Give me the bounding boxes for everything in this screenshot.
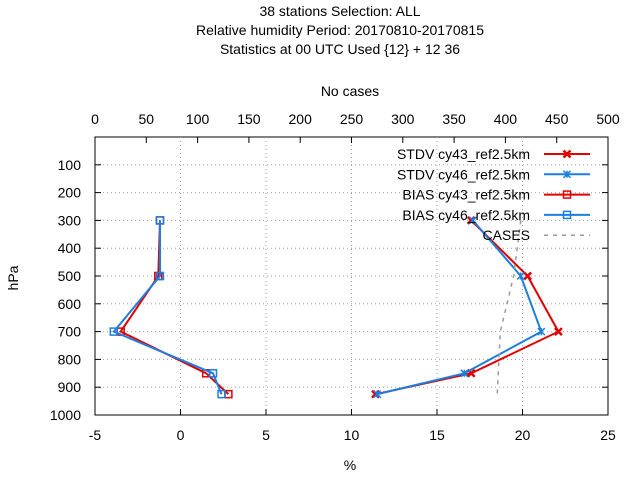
legend-label: BIAS cy43_ref2.5km	[402, 187, 530, 203]
plot-area: -5 0 5 10 15 20 250 50 100 150 200 250 300 350 400 450 5…	[50, 111, 620, 443]
title-line-3: Statistics at 00 UTC Used {12} + 12 36	[220, 41, 460, 57]
legend-label: BIAS cy46_ref2.5km	[402, 207, 530, 223]
legend: STDV cy43_ref2.5km STDV cy46_ref2.5km BIAS…	[397, 146, 590, 243]
series-line	[119, 220, 230, 395]
x-tick-label: 15	[429, 427, 445, 443]
y-tick-label: 700	[58, 324, 82, 340]
x-tick-label: 0	[177, 427, 185, 443]
x-tick-label: 10	[344, 427, 360, 443]
series-5	[496, 220, 522, 395]
data-point	[155, 216, 165, 225]
y-tick-label: 600	[58, 296, 82, 312]
data-point	[562, 190, 572, 199]
x-axis-label: %	[344, 457, 356, 473]
y-tick-label: 300	[58, 212, 82, 228]
title-line-2: Relative humidity Period: 20170810-20170…	[196, 22, 484, 38]
data-point	[562, 149, 572, 159]
y-tick-label: 1000	[50, 407, 81, 423]
series-line	[496, 220, 522, 395]
x2-tick-label: 500	[596, 111, 620, 127]
legend-item: BIAS cy43_ref2.5km	[402, 187, 590, 203]
data-point	[516, 271, 525, 281]
data-point	[460, 369, 469, 378]
x2-tick-label: 100	[186, 111, 210, 127]
x2-tick-label: 350	[442, 111, 466, 127]
data-point	[468, 216, 477, 225]
y-tick-label: 200	[58, 185, 82, 201]
y-tick-label: 500	[58, 268, 82, 284]
x2-tick-label: 450	[545, 111, 569, 127]
data-point	[217, 389, 226, 399]
legend-label: STDV cy43_ref2.5km	[397, 146, 530, 162]
data-point	[562, 210, 572, 220]
x2-tick-label: 250	[340, 111, 364, 127]
data-point	[537, 327, 546, 336]
series-line	[112, 220, 223, 395]
data-point	[562, 170, 572, 179]
x-tick-label: -5	[89, 427, 102, 443]
x2-axis-label: No cases	[321, 83, 379, 99]
series-line	[376, 219, 543, 396]
data-point	[109, 327, 119, 336]
y-tick-label: 900	[58, 379, 82, 395]
legend-item: CASES	[483, 227, 590, 243]
y-tick-label: 400	[58, 240, 82, 256]
series-4	[109, 216, 226, 399]
legend-label: CASES	[483, 227, 530, 243]
data-point	[373, 390, 382, 399]
x-tick-label: 25	[600, 427, 616, 443]
series-line	[375, 219, 560, 396]
legend-item: STDV cy43_ref2.5km	[397, 146, 590, 162]
y-tick-label: 800	[58, 351, 82, 367]
x-tick-label: 20	[515, 427, 531, 443]
data-point	[208, 369, 218, 378]
chart-title: 38 stations Selection: ALL Relative humi…	[196, 3, 484, 57]
y-axis-label: hPa	[5, 265, 21, 290]
y-tick-label: 100	[58, 157, 82, 173]
x-tick-label: 5	[262, 427, 270, 443]
x2-tick-label: 0	[91, 111, 99, 127]
x2-tick-label: 400	[494, 111, 518, 127]
legend-item: STDV cy46_ref2.5km	[397, 166, 590, 182]
x2-tick-label: 300	[391, 111, 415, 127]
data-point	[523, 271, 533, 281]
series-2	[373, 216, 546, 399]
x2-tick-label: 200	[289, 111, 313, 127]
legend-label: STDV cy46_ref2.5km	[397, 166, 530, 182]
title-line-1: 38 stations Selection: ALL	[259, 3, 420, 19]
x2-tick-label: 50	[139, 111, 155, 127]
data-point	[554, 327, 563, 336]
data-point	[155, 271, 165, 281]
legend-item: BIAS cy46_ref2.5km	[402, 207, 590, 223]
x2-tick-label: 150	[237, 111, 261, 127]
